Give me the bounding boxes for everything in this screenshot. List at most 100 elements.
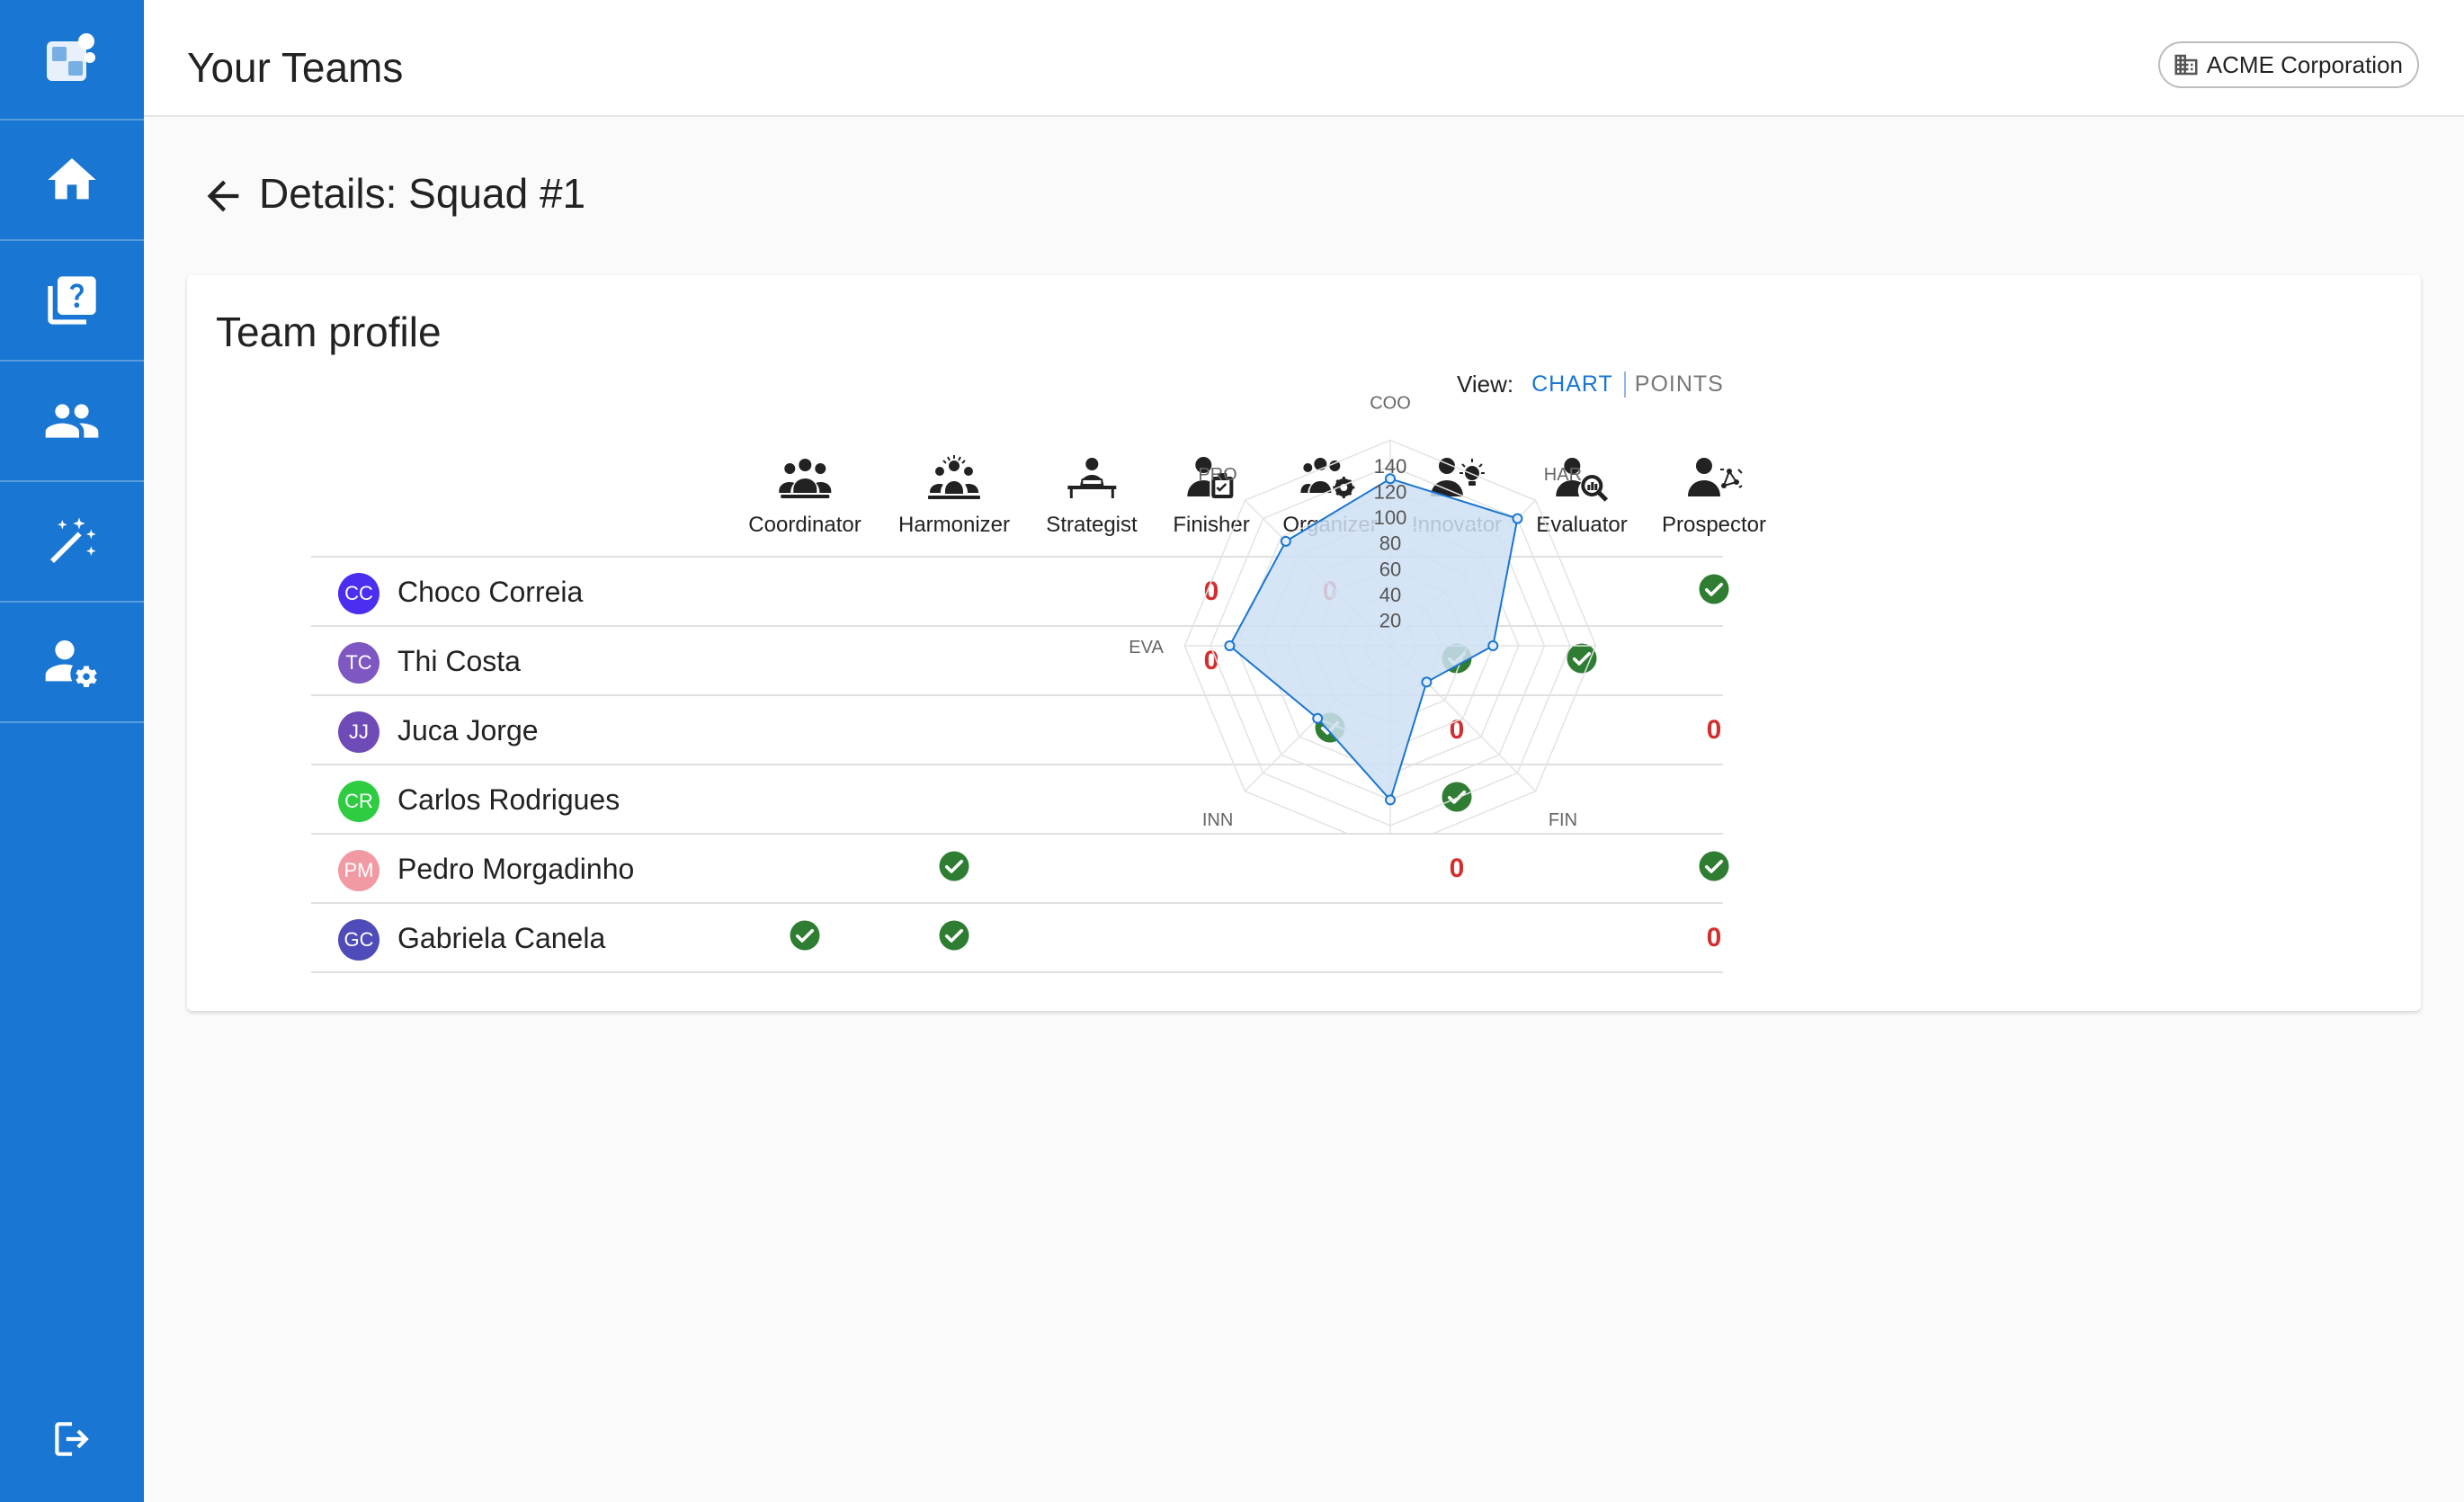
column-label: Evaluator: [1536, 513, 1628, 537]
role-score: 0: [1449, 853, 1465, 883]
team-profile-card: Team profile View: CHART POINTS Coordina…: [187, 275, 2421, 1011]
radar-axis-label: EVA: [1129, 638, 1164, 657]
role-check: [1566, 627, 1598, 694]
check-icon: [1442, 782, 1472, 811]
table-row[interactable]: GC Gabriela Canela 0: [311, 904, 1723, 973]
member-name: Pedro Morgadinho: [397, 853, 635, 885]
role-check: [789, 904, 821, 971]
logout-icon: [55, 1422, 89, 1456]
column-label: Finisher: [1173, 513, 1250, 537]
member-name: Thi Costa: [397, 645, 521, 677]
view-label: View:: [1457, 370, 1514, 398]
member-name: Choco Correia: [397, 576, 584, 608]
radar-axis-label: COO: [1370, 394, 1411, 414]
role-score: 0: [1706, 714, 1722, 745]
member-name: Gabriela Canela: [397, 922, 606, 954]
view-points-button[interactable]: POINTS: [1634, 371, 1724, 397]
sidebar: [0, 0, 144, 1502]
radar-tick-label: 100: [1374, 506, 1407, 529]
check-icon: [1699, 574, 1729, 603]
arrow-back-icon: [207, 180, 239, 212]
radar-axis-label: FIN: [1549, 810, 1577, 830]
sidebar-item-teams[interactable]: [0, 362, 144, 482]
member-name: Juca Jorge: [397, 714, 539, 747]
check-icon: [939, 851, 969, 881]
radar-point: [1487, 640, 1499, 651]
check-icon: [790, 920, 820, 950]
column-label: Harmonizer: [897, 513, 1011, 537]
prospector-icon: [1684, 453, 1744, 502]
radar-tick-label: 40: [1379, 584, 1401, 606]
organization-label: ACME Corporation: [2206, 50, 2403, 78]
radar-point: [1385, 794, 1396, 806]
column-label: Coordinator: [748, 513, 862, 537]
column-label: Strategist: [1046, 513, 1138, 537]
view-chart-button[interactable]: CHART: [1522, 371, 1626, 398]
role-score: 0: [1203, 576, 1219, 606]
user-settings-icon: [45, 640, 97, 687]
radar-tick-label: 140: [1374, 455, 1407, 478]
column-header-finisher: Finisher: [1173, 434, 1250, 556]
back-button[interactable]: [200, 173, 246, 219]
top-header: Your Teams ACME Corporation: [144, 0, 2464, 117]
role-score: 0: [1203, 645, 1219, 675]
harmonizer-icon: [924, 453, 984, 502]
avatar: JJ: [338, 711, 379, 753]
role-check: [1698, 835, 1730, 902]
check-icon: [939, 920, 969, 950]
avatar: CC: [338, 573, 379, 614]
role-score: 0: [1706, 922, 1722, 952]
column-header-harmonizer: Harmonizer: [898, 434, 1010, 556]
column-header-coordinator: Coordinator: [748, 434, 862, 556]
radar-tick-label: 20: [1379, 609, 1401, 631]
column-header-strategist: Strategist: [1046, 434, 1138, 556]
sidebar-item-user-settings[interactable]: [0, 603, 144, 723]
radar-point: [1224, 640, 1236, 651]
organization-chip[interactable]: ACME Corporation: [2157, 41, 2419, 88]
table-row[interactable]: PM Pedro Morgadinho 0: [311, 835, 1729, 904]
puzzle-logo-icon: [47, 33, 95, 81]
member-name: Carlos Rodrigues: [397, 783, 620, 816]
evaluator-icon: [1552, 453, 1611, 502]
role-check: [1698, 558, 1730, 625]
sidebar-item-home[interactable]: [0, 121, 144, 241]
role-check: [938, 904, 970, 971]
avatar: CR: [338, 781, 379, 822]
radar-point: [1385, 473, 1396, 485]
avatar: GC: [338, 919, 379, 961]
radar-point: [1512, 513, 1523, 524]
logout-button[interactable]: [0, 1394, 144, 1484]
radar-axis-label: HAR: [1544, 465, 1582, 485]
radar-tick-label: 60: [1379, 558, 1401, 580]
sidebar-item-magic[interactable]: [0, 482, 144, 603]
avatar: PM: [338, 850, 379, 891]
radar-point: [1312, 712, 1324, 724]
table-body: CC Choco Correia 0 0 TC Thi Costa 0 JJ Juca Jorg…: [311, 558, 1729, 973]
quiz-icon: [48, 276, 96, 325]
role-check: [938, 835, 970, 902]
strategist-icon: [1062, 453, 1121, 502]
check-icon: [1567, 643, 1597, 673]
table-row[interactable]: CR Carlos Rodrigues: [311, 765, 1723, 835]
magic-wand-icon: [50, 517, 96, 563]
radar-chart: 20406080100120140COOHARSTRFINORGINNEVAPR…: [1094, 329, 1652, 902]
radar-tick-label: 80: [1379, 532, 1401, 555]
card-title: Team profile: [216, 308, 442, 355]
check-icon: [1699, 851, 1729, 881]
role-check: [1441, 765, 1473, 833]
radar-axis-label: INN: [1202, 810, 1233, 830]
radar-axis-label: PRO: [1198, 465, 1236, 485]
building-icon: [2174, 54, 2198, 76]
teams-icon: [45, 404, 99, 438]
coordinator-icon: [775, 453, 835, 502]
app-title: Your Teams: [187, 44, 404, 91]
avatar: TC: [338, 642, 379, 684]
home-icon: [48, 158, 96, 200]
sidebar-item-quiz[interactable]: [0, 241, 144, 362]
view-toggle: View: CHART POINTS: [1457, 358, 1733, 410]
column-label: Prospector: [1661, 513, 1767, 537]
radar-point: [1280, 535, 1291, 547]
app-logo[interactable]: [0, 0, 144, 121]
radar-point: [1421, 676, 1433, 688]
